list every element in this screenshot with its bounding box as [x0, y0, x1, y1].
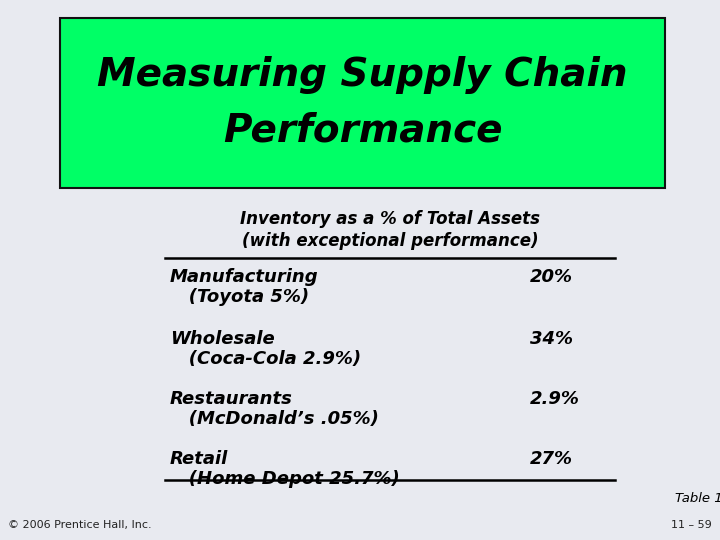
Text: (Toyota 5%): (Toyota 5%) [170, 288, 309, 306]
Text: 20%: 20% [530, 268, 573, 286]
Text: Performance: Performance [222, 112, 503, 150]
Text: Table 11.7: Table 11.7 [675, 492, 720, 505]
Text: © 2006 Prentice Hall, Inc.: © 2006 Prentice Hall, Inc. [8, 520, 152, 530]
Text: (Coca-Cola 2.9%): (Coca-Cola 2.9%) [170, 350, 361, 368]
Text: Wholesale: Wholesale [170, 330, 275, 348]
Text: 11 – 59: 11 – 59 [671, 520, 712, 530]
Text: Restaurants: Restaurants [170, 390, 293, 408]
Text: (McDonald’s .05%): (McDonald’s .05%) [170, 410, 379, 428]
Text: Manufacturing: Manufacturing [170, 268, 319, 286]
Text: (Home Depot 25.7%): (Home Depot 25.7%) [170, 470, 400, 488]
Text: (with exceptional performance): (with exceptional performance) [242, 232, 539, 250]
Text: Measuring Supply Chain: Measuring Supply Chain [97, 56, 628, 94]
FancyBboxPatch shape [60, 18, 665, 188]
Text: 27%: 27% [530, 450, 573, 468]
Text: 34%: 34% [530, 330, 573, 348]
Text: 2.9%: 2.9% [530, 390, 580, 408]
Text: Retail: Retail [170, 450, 228, 468]
Text: Inventory as a % of Total Assets: Inventory as a % of Total Assets [240, 210, 540, 228]
